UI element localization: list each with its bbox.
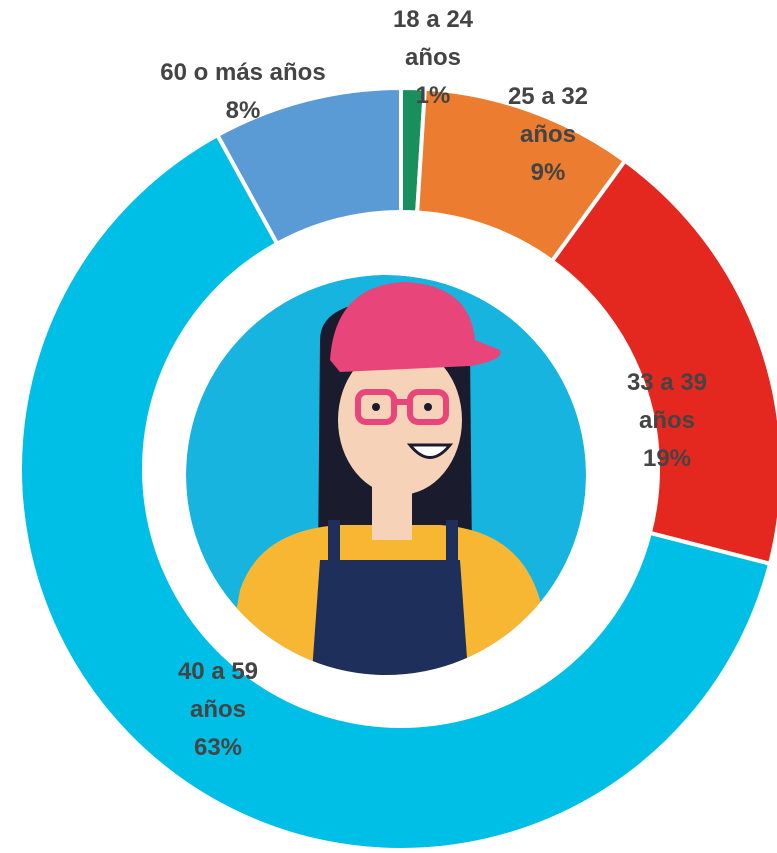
donut-slice [549, 157, 777, 567]
slice-value: 1% [415, 82, 451, 109]
slice-value: 63% [193, 734, 243, 761]
slice-category: 18 a 24 años [392, 6, 474, 71]
slice-category: 25 a 32 años [507, 83, 589, 148]
donut-slice [214, 85, 403, 247]
slice-value: 9% [530, 159, 566, 186]
slice-category: 40 a 59 años [177, 658, 259, 723]
slice-value: 8% [225, 97, 261, 124]
slice-category: 60 o más años [160, 59, 326, 86]
avatar [186, 275, 586, 675]
donut-slice [18, 132, 773, 852]
slice-label: 18 a 24 años 1% [378, 1, 488, 115]
slice-value: 19% [642, 445, 692, 472]
slice-label: 25 a 32 años 9% [493, 78, 603, 192]
slice-label: 40 a 59 años 63% [163, 653, 273, 767]
slice-label: 60 o más años 8% [113, 54, 373, 130]
slice-label: 33 a 39 años 19% [612, 364, 722, 478]
slice-category: 33 a 39 años [626, 369, 708, 434]
